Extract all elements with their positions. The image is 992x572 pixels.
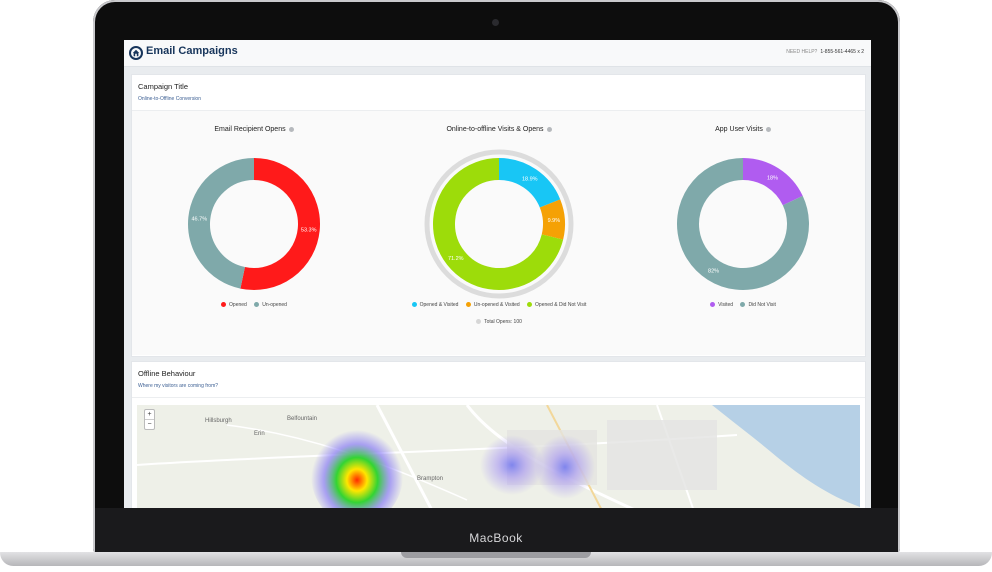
laptop-base <box>0 552 992 566</box>
legend-swatch <box>527 302 533 308</box>
donut-slice[interactable] <box>677 158 809 290</box>
map-label: Belfountain <box>287 416 318 422</box>
donut-slice[interactable] <box>539 199 565 240</box>
slice-label: 46.7% <box>191 216 207 222</box>
chart-legend: Opened & Visited Un-opened & Visited Ope… <box>377 302 621 308</box>
chart-legend-total: Total Opens: 100 <box>377 319 621 325</box>
donut-slice[interactable] <box>742 158 803 206</box>
offline-card: Offline Behaviour Where my visitors are … <box>131 361 866 508</box>
legend-swatch <box>740 302 746 308</box>
help-icon[interactable] <box>546 126 552 132</box>
campaign-card: Campaign Title Online-to-Offline Convers… <box>131 74 866 357</box>
charts-row: Email Recipient Opens 53.3% 46.7% Opened … <box>132 111 865 355</box>
help-contact: NEED HELP? 1-855-561-4465 x 2 <box>786 49 864 55</box>
legend-item-visited[interactable]: Visited <box>710 302 733 308</box>
slice-label: 71.2% <box>448 256 464 262</box>
heat-blob <box>480 435 544 495</box>
donut-chart: 18.9% 9.9% 71.2% <box>424 149 574 299</box>
legend-swatch <box>411 302 417 308</box>
offline-title: Offline Behaviour <box>138 369 196 378</box>
legend-item-opened-not-visit[interactable]: Opened & Did Not Visit <box>527 302 586 308</box>
lake-shape <box>712 405 860 507</box>
app-screen: Email Campaigns NEED HELP? 1-855-561-4465… <box>124 40 871 508</box>
road <box>375 405 433 508</box>
campaign-subtitle: Online-to-Offline Conversion <box>138 96 201 102</box>
chart-legend: Opened Un-opened <box>132 302 376 308</box>
slice-label: 53.3% <box>301 228 317 234</box>
chart-title: Online-to-offline Visits & Opens <box>377 126 621 133</box>
heat-map[interactable]: + − Hillsburgh Belfountain Erin Brampton <box>137 405 860 508</box>
legend-swatch <box>476 319 482 325</box>
slice-label: 18.9% <box>522 176 538 182</box>
urban-area <box>607 420 717 490</box>
legend-swatch <box>221 302 227 308</box>
help-icon[interactable] <box>765 126 771 132</box>
map-label: Hillsburgh <box>205 418 232 424</box>
campaign-title: Campaign Title <box>138 82 189 91</box>
laptop-notch <box>401 552 591 558</box>
slice-label: 18% <box>767 176 778 182</box>
chart-email-opens: Email Recipient Opens 53.3% 46.7% Opened … <box>132 111 376 355</box>
zoom-control: + − <box>144 409 155 430</box>
page-title: Email Campaigns <box>146 45 238 57</box>
map-label: Erin <box>254 431 265 437</box>
legend-swatch <box>465 302 471 308</box>
legend-item-unopened-visited[interactable]: Un-opened & Visited <box>465 302 520 308</box>
home-icon[interactable] <box>129 46 143 60</box>
total-ring <box>424 149 574 299</box>
help-label: NEED HELP? <box>786 49 818 55</box>
app-header: Email Campaigns NEED HELP? 1-855-561-4465… <box>124 40 871 67</box>
legend-item-unopened[interactable]: Un-opened <box>254 302 287 308</box>
offline-card-header: Offline Behaviour Where my visitors are … <box>132 362 865 398</box>
chart-title: Email Recipient Opens <box>132 126 376 133</box>
chart-title: App User Visits <box>621 126 865 133</box>
donut-chart: 53.3% 46.7% <box>188 158 320 290</box>
camera-icon <box>492 19 499 26</box>
zoom-out-button[interactable]: − <box>147 421 152 428</box>
legend-item-total[interactable]: Total Opens: 100 <box>476 319 522 325</box>
map-label: Brampton <box>417 476 444 482</box>
screen-bezel <box>95 508 898 552</box>
legend-item-opened-visited[interactable]: Opened & Visited <box>411 302 458 308</box>
donut-slice[interactable] <box>240 158 320 290</box>
chart-app-visits: App User Visits 18% 82% Visited Did Not V… <box>621 111 865 355</box>
legend-item-did-not-visit[interactable]: Did Not Visit <box>740 302 776 308</box>
slice-label: 82% <box>708 268 719 274</box>
chart-visits-opens: Online-to-offline Visits & Opens 18.9% 9.… <box>377 111 621 355</box>
zoom-in-button[interactable]: + <box>145 410 154 420</box>
heat-hotspot <box>311 425 403 508</box>
device-brand: MacBook <box>469 531 523 545</box>
donut-slice[interactable] <box>188 158 255 289</box>
slice-label: 9.9% <box>548 218 561 224</box>
heat-blob <box>535 435 595 499</box>
legend-item-opened[interactable]: Opened <box>221 302 247 308</box>
donut-chart: 18% 82% <box>677 158 809 290</box>
help-icon[interactable] <box>288 126 294 132</box>
donut-slice[interactable] <box>433 158 564 290</box>
help-phone[interactable]: 1-855-561-4465 x 2 <box>820 49 864 55</box>
legend-swatch <box>254 302 260 308</box>
chart-legend: Visited Did Not Visit <box>621 302 865 308</box>
offline-subtitle: Where my visitors are coming from? <box>138 383 219 389</box>
map-background <box>137 405 860 508</box>
legend-swatch <box>710 302 716 308</box>
campaign-card-header: Campaign Title Online-to-Offline Convers… <box>132 75 865 111</box>
donut-slice[interactable] <box>498 158 561 209</box>
